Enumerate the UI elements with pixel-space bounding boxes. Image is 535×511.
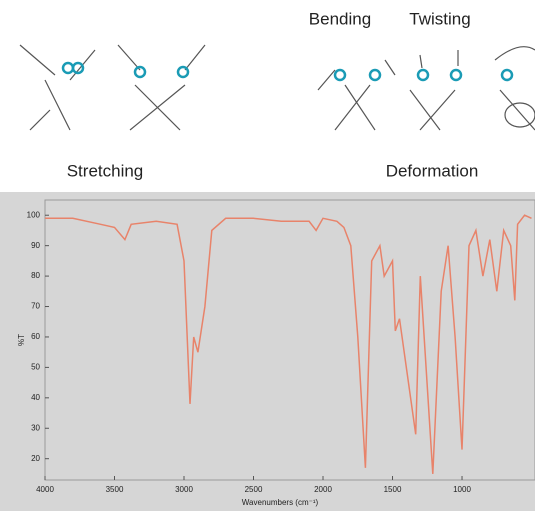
y-tick-label: 100 (27, 210, 41, 219)
vibration-diagrams (19, 44, 535, 131)
y-tick-label: 90 (31, 241, 40, 250)
x-tick-label: 1500 (384, 485, 402, 494)
plot-frame (44, 199, 535, 481)
y-tick-label: 60 (31, 332, 40, 341)
annotation: Stretching (67, 161, 144, 180)
annotation: Deformation (386, 161, 479, 180)
annotation: Bending (309, 9, 371, 28)
y-tick-label: 70 (31, 302, 40, 311)
y-axis-label: %T (17, 334, 26, 346)
y-tick-label: 20 (31, 454, 40, 463)
y-tick-label: 30 (31, 423, 40, 432)
x-tick-label: 1000 (453, 485, 471, 494)
x-tick-label: 2500 (245, 485, 263, 494)
chart-background (0, 192, 535, 511)
y-tick-label: 50 (31, 363, 40, 372)
x-tick-label: 4000 (36, 485, 54, 494)
spectrum-line (45, 214, 532, 474)
x-tick-label: 3500 (106, 485, 124, 494)
y-tick-label: 80 (31, 271, 40, 280)
x-axis-label: Wavenumbers (cm⁻¹) (242, 498, 319, 507)
x-tick-label: 3000 (175, 485, 193, 494)
y-tick-label: 40 (31, 393, 40, 402)
x-tick-label: 2000 (314, 485, 332, 494)
annotation: Twisting (409, 9, 470, 28)
